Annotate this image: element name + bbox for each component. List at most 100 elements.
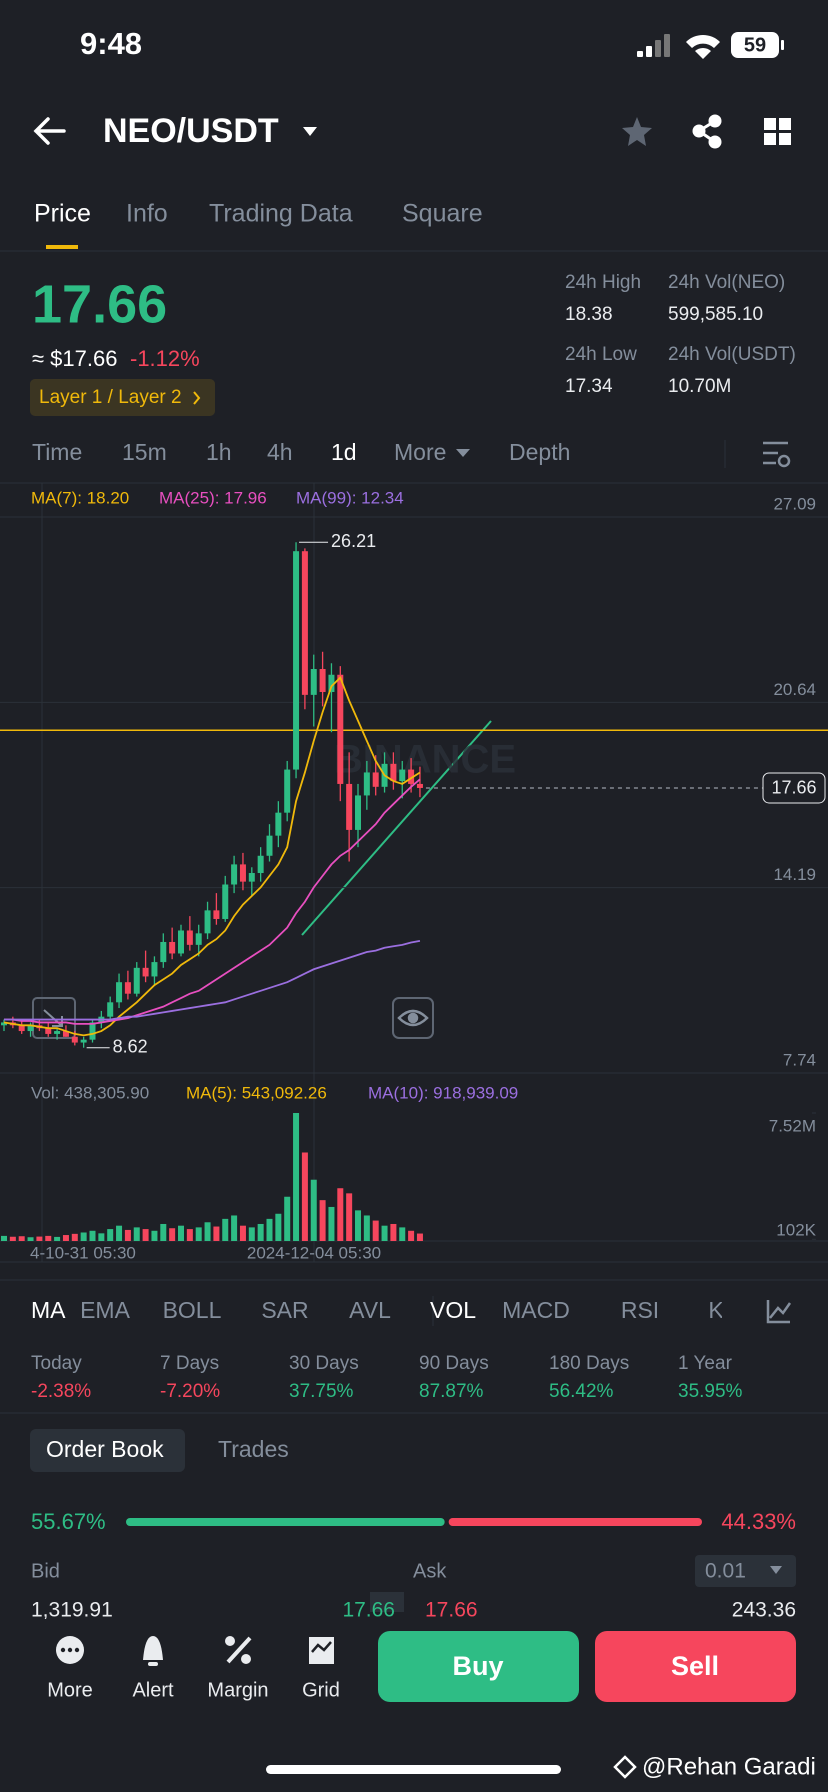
row-highlight [370, 1592, 404, 1612]
candle-body [257, 855, 264, 874]
candle-body [45, 1028, 52, 1034]
drawing-tool[interactable] [32, 997, 76, 1039]
volume-bar [328, 1206, 335, 1241]
x-tick-label: 4-10-31 05:30 [30, 1243, 136, 1262]
stat-label: 24h Vol(USDT) [668, 344, 796, 365]
bid-price: 17.66 [342, 1599, 395, 1622]
pair-dropdown[interactable] [303, 127, 317, 136]
bottom-item[interactable]: Grid [302, 1679, 340, 1701]
more-dropdown[interactable] [456, 449, 470, 457]
indicator-tab[interactable]: K [708, 1297, 724, 1323]
bottom-item[interactable]: Alert [132, 1679, 174, 1701]
bottom-item[interactable]: More [47, 1679, 93, 1701]
moving-average-line [4, 939, 421, 1021]
indicator-tab[interactable]: VOL [430, 1297, 476, 1323]
candle-body [239, 864, 246, 882]
interval-tab[interactable]: More [394, 439, 446, 465]
pair-title[interactable]: NEO/USDT [103, 112, 279, 150]
indicator-settings[interactable] [766, 1300, 792, 1324]
tag-chip[interactable] [30, 379, 215, 416]
indicator-tab[interactable]: SAR [261, 1297, 308, 1323]
grid-menu[interactable] [764, 118, 791, 145]
indicator-tab[interactable]: AVL [349, 1297, 391, 1323]
ask-percent: 44.33% [721, 1509, 796, 1534]
trend-line [301, 720, 492, 936]
volume-bar [346, 1193, 353, 1241]
candle-body [204, 910, 211, 934]
candle-body [310, 669, 317, 695]
buy-button[interactable] [378, 1631, 579, 1702]
perf-label: 180 Days [549, 1353, 629, 1374]
precision-dropdown [770, 1566, 782, 1574]
x-tick-label: 2024-12-04 05:30 [247, 1243, 381, 1262]
indicator-tab[interactable]: BOLL [163, 1297, 222, 1323]
stat-label: 24h Vol(NEO) [668, 272, 785, 293]
favorite-star[interactable] [622, 117, 652, 146]
order-tab[interactable]: Order Book [46, 1436, 164, 1462]
stat-value: 10.70M [668, 376, 731, 397]
volume-bar [195, 1227, 202, 1241]
candle-body [195, 933, 202, 945]
buy-label[interactable]: Buy [452, 1651, 503, 1681]
precision-select[interactable] [695, 1555, 796, 1587]
bottom-item[interactable]: Margin [207, 1679, 268, 1701]
candle-body [142, 967, 149, 977]
order-tab[interactable]: Trades [218, 1436, 289, 1462]
volume-bar [160, 1223, 167, 1241]
tab[interactable]: Trading Data [209, 200, 353, 228]
clock: 9:48 [80, 26, 142, 61]
sell-label[interactable]: Sell [671, 1651, 719, 1681]
moving-average-line [4, 778, 421, 1025]
chart-watermark: BINANCE [334, 738, 516, 782]
indicator-tab[interactable]: MACD [502, 1297, 570, 1323]
volume-bar [248, 1227, 255, 1241]
interval-tab[interactable]: Time [32, 439, 82, 465]
stat-label: 24h Low [565, 344, 637, 365]
moving-average-line [3, 676, 421, 1037]
interval-tab[interactable]: 4h [267, 439, 293, 465]
volume-bar [257, 1223, 264, 1241]
tab[interactable]: Square [402, 200, 483, 228]
volume-bar [45, 1235, 52, 1241]
candle-body [27, 1025, 34, 1032]
interval-tab[interactable]: 1d [331, 439, 357, 465]
back-button[interactable] [33, 117, 66, 145]
y-tick-label: 7.74 [783, 1050, 816, 1069]
perf-value: 56.42% [549, 1381, 614, 1402]
volume-bar [355, 1210, 361, 1241]
interval-tab[interactable]: 1h [206, 439, 232, 465]
volume-bar [89, 1230, 96, 1241]
share-button[interactable] [692, 114, 722, 149]
tag-label[interactable]: Layer 1 / Layer 2 [39, 387, 182, 408]
tab[interactable]: Info [126, 200, 168, 228]
candle-body [301, 551, 308, 695]
perf-value: 37.75% [289, 1381, 354, 1402]
volume-legend: MA(10): 918,939.09 [368, 1083, 518, 1102]
status-icons [637, 32, 784, 59]
stat-value: 17.34 [565, 376, 613, 397]
visibility-toggle[interactable] [392, 997, 434, 1039]
indicator-tab[interactable]: EMA [80, 1297, 131, 1323]
perf-label: 1 Year [678, 1353, 733, 1374]
volume-bar [54, 1236, 61, 1241]
volume-bar [142, 1229, 149, 1241]
indicator-tab[interactable]: MA [31, 1297, 66, 1323]
candle-body [18, 1025, 25, 1032]
candle-body [62, 1031, 69, 1037]
order-book-tab-bg[interactable] [30, 1429, 185, 1472]
candle-body [399, 769, 406, 782]
candle-body [213, 910, 220, 919]
sell-button[interactable] [595, 1631, 796, 1702]
candle-body [80, 1039, 87, 1043]
candle-body [248, 873, 255, 882]
interval-tab[interactable]: Depth [509, 439, 570, 465]
candle-body [390, 763, 397, 782]
volume-bar [36, 1236, 43, 1241]
indicator-tab[interactable]: RSI [621, 1297, 659, 1323]
tab[interactable]: Price [34, 200, 91, 228]
volume-bar [169, 1228, 176, 1241]
chart-settings[interactable] [763, 441, 791, 468]
interval-tab[interactable]: 15m [122, 439, 167, 465]
volume-bar [301, 1152, 308, 1241]
